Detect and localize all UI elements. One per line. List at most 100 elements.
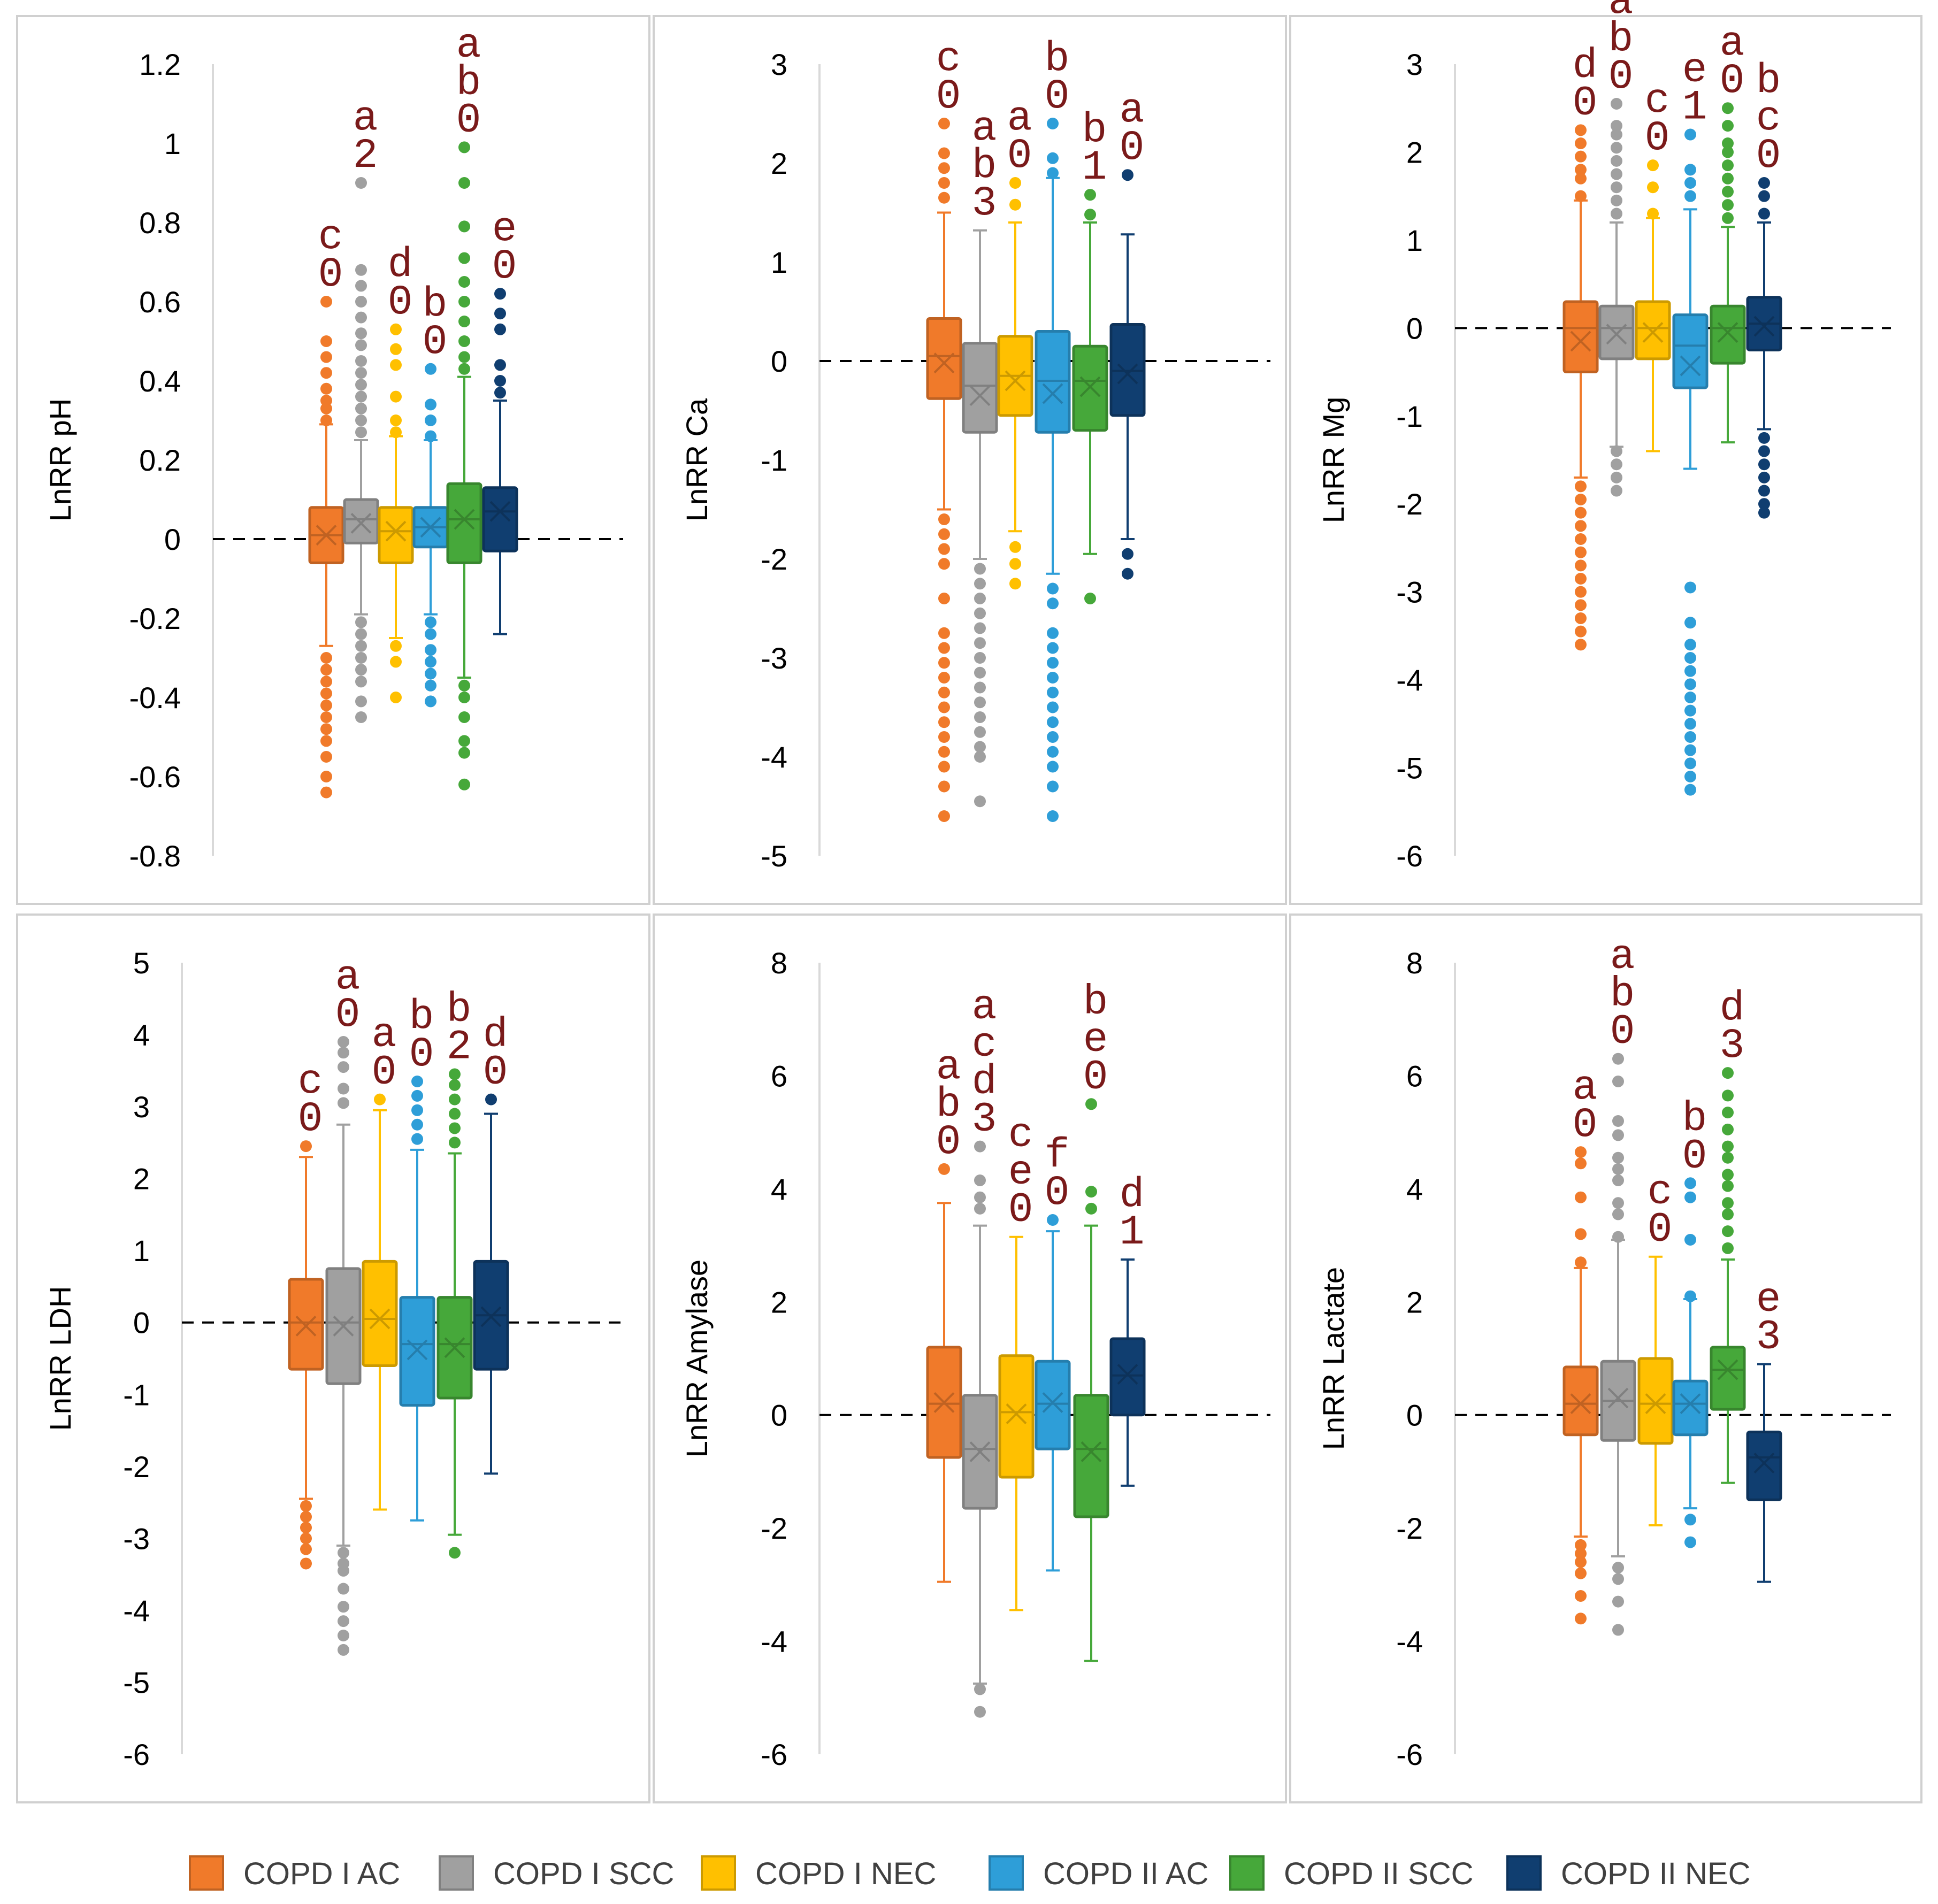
outlier-point bbox=[1647, 181, 1659, 194]
panel-frame bbox=[653, 913, 1287, 1803]
significance-letter: c bbox=[318, 214, 343, 261]
outlier-point bbox=[1575, 1157, 1587, 1170]
mean-marker bbox=[1117, 1364, 1138, 1385]
y-tick-label: -2 bbox=[1396, 1511, 1423, 1545]
significance-letter: b bbox=[409, 994, 434, 1041]
outlier-point bbox=[1085, 1186, 1097, 1198]
mean-marker bbox=[489, 501, 511, 522]
chart-panel-1: 1.2 1 0.8 0.6 0.4 0.2 0 -0.2 -0.4 -0.6 -0.8 LnRR pH… bbox=[16, 15, 650, 905]
outlier-point bbox=[458, 692, 470, 703]
outlier-point bbox=[320, 675, 332, 688]
significance-letter: 3 bbox=[1720, 1023, 1745, 1070]
outlier-point bbox=[938, 716, 950, 728]
y-tick-label: 2 bbox=[1406, 1285, 1423, 1319]
outlier-point bbox=[1575, 533, 1587, 545]
box-iqr bbox=[1635, 300, 1671, 360]
outlier-point bbox=[1758, 177, 1770, 189]
outlier-point bbox=[938, 627, 950, 639]
outlier-point bbox=[938, 701, 950, 713]
outlier-point bbox=[355, 652, 367, 664]
outlier-point bbox=[1575, 124, 1587, 136]
outlier-point bbox=[1611, 485, 1622, 497]
outlier-point bbox=[1575, 190, 1587, 202]
significance-letter: 0 bbox=[298, 1096, 323, 1143]
legend-label: COPD II AC bbox=[1043, 1856, 1208, 1891]
outlier-point bbox=[1684, 617, 1696, 629]
outlier-point bbox=[338, 1615, 349, 1627]
significance-letter: b bbox=[1610, 971, 1635, 1018]
outlier-point bbox=[320, 711, 332, 723]
y-tick-label: 0 bbox=[164, 523, 181, 556]
significance-letter: 0 bbox=[936, 1119, 961, 1166]
box-iqr bbox=[1710, 1346, 1746, 1411]
outlier-point bbox=[449, 1093, 461, 1105]
outlier-point bbox=[320, 723, 332, 735]
significance-letter: e bbox=[1682, 47, 1707, 94]
outlier-point bbox=[1612, 1163, 1624, 1175]
outlier-point bbox=[425, 616, 436, 628]
outlier-point bbox=[974, 652, 986, 664]
mean-marker bbox=[933, 1392, 955, 1413]
box-iqr bbox=[1035, 1360, 1071, 1450]
outlier-point bbox=[1047, 810, 1059, 822]
significance-letter: 2 bbox=[353, 133, 378, 180]
outlier-point bbox=[974, 741, 986, 753]
legend-entry-copd-i-scc: COPD I SCC bbox=[439, 1855, 674, 1891]
outlier-point bbox=[1575, 1146, 1587, 1158]
mean-marker bbox=[1717, 322, 1738, 343]
outlier-point bbox=[1575, 1191, 1587, 1203]
outlier-point bbox=[1758, 506, 1770, 519]
y-tick-label: -6 bbox=[1396, 839, 1423, 873]
significance-letter: 0 bbox=[936, 73, 961, 120]
outlier-point bbox=[355, 379, 367, 391]
box-iqr bbox=[1598, 304, 1635, 360]
outlier-point bbox=[1684, 1191, 1696, 1203]
significance-letter: 0 bbox=[456, 97, 481, 144]
outlier-point bbox=[1009, 177, 1021, 189]
outlier-point bbox=[1758, 485, 1770, 497]
mean-marker bbox=[969, 385, 991, 406]
outlier-point bbox=[338, 1082, 349, 1095]
y-tick-label: -5 bbox=[1396, 751, 1423, 785]
mean-marker bbox=[1753, 1453, 1775, 1473]
outlier-point bbox=[338, 1630, 349, 1641]
outlier-point bbox=[355, 367, 367, 379]
significance-letter: c bbox=[972, 1022, 997, 1069]
significance-letter: b bbox=[456, 59, 481, 106]
outlier-point bbox=[458, 296, 470, 308]
significance-letter: 0 bbox=[372, 1049, 397, 1096]
significance-letter: b bbox=[1082, 107, 1107, 154]
outlier-point bbox=[1612, 1595, 1624, 1608]
outlier-point bbox=[1722, 1140, 1734, 1153]
outlier-point bbox=[1575, 137, 1587, 149]
outlier-point bbox=[1722, 1180, 1734, 1192]
outlier-point bbox=[938, 1163, 950, 1175]
significance-letter: b bbox=[1608, 16, 1634, 63]
outlier-point bbox=[355, 628, 367, 640]
y-tick-label: -6 bbox=[761, 1738, 787, 1771]
y-tick-label: 6 bbox=[1406, 1059, 1423, 1093]
outlier-point bbox=[1684, 692, 1696, 703]
outlier-point bbox=[338, 1644, 349, 1656]
outlier-point bbox=[425, 644, 436, 656]
outlier-point bbox=[338, 1583, 349, 1595]
outlier-point bbox=[1758, 458, 1770, 471]
y-tick-label: -2 bbox=[1396, 487, 1423, 521]
outlier-point bbox=[938, 642, 950, 654]
outlier-point bbox=[1722, 1225, 1734, 1238]
significance-letter: 0 bbox=[483, 1049, 508, 1096]
y-tick-label: 2 bbox=[771, 1285, 787, 1319]
outlier-point bbox=[1047, 627, 1059, 639]
mean-marker bbox=[1079, 376, 1101, 397]
box-iqr bbox=[1710, 304, 1746, 365]
outlier-point bbox=[355, 296, 367, 308]
outlier-point bbox=[355, 414, 367, 426]
